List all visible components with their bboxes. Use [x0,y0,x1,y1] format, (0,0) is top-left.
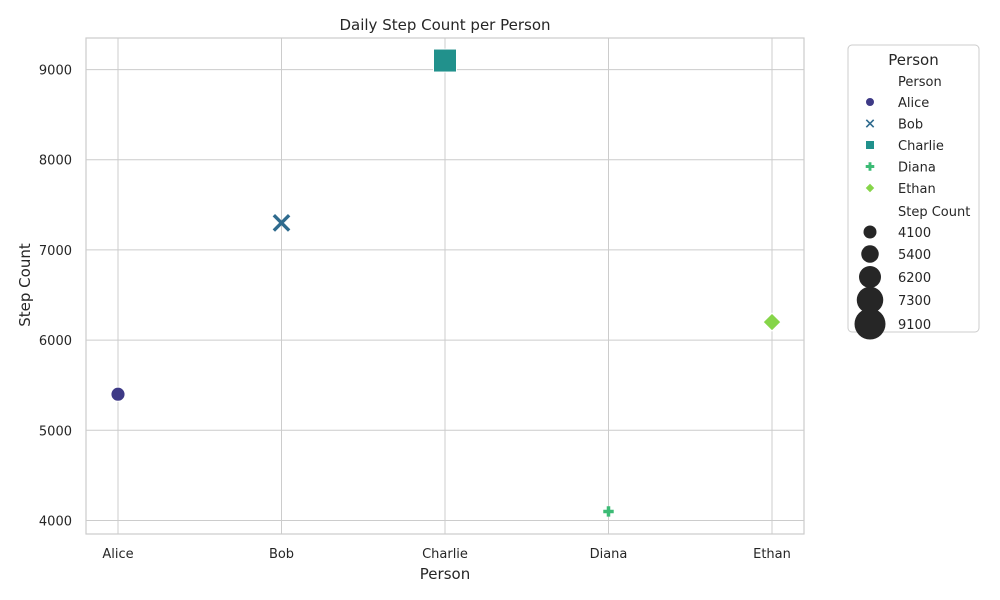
data-point-alice [110,386,126,402]
x-tick-label: Alice [102,547,133,562]
legend-size-label: 4100 [898,226,931,241]
x-tick-label: Bob [269,547,294,562]
y-tick-label: 4000 [39,514,72,529]
legend-size-label: 6200 [898,271,931,286]
legend-size-label: 9100 [898,318,931,333]
legend-label: Charlie [898,139,944,154]
legend-size-marker [854,308,886,340]
data-point-ethan [762,312,782,332]
y-axis-label: Step Count [16,243,34,327]
legend-size-marker [856,286,884,314]
x-tick-label: Diana [590,547,628,562]
data-point-diana [603,506,614,517]
legend-size-marker [859,266,881,288]
legend-box [847,44,980,333]
legend-title: Person [888,51,938,69]
legend-size-title: Step Count [898,205,970,220]
x-tick-label: Charlie [422,547,468,562]
plot-frame [85,37,805,535]
legend-marker-diana [865,162,875,171]
legend-label: Alice [898,96,929,111]
y-tick-label: 5000 [39,424,72,439]
y-tick-label: 6000 [39,334,72,349]
legend-marker-charlie [865,140,875,150]
legend-label: Diana [898,161,936,176]
legend-hue-title: Person [898,75,942,90]
y-tick-label: 8000 [39,154,72,169]
data-point-charlie [433,48,457,73]
legend-marker-alice [865,97,875,107]
legend-label: Ethan [898,182,936,197]
legend-marker-bob [865,119,875,128]
legend-size-label: 5400 [898,248,931,263]
chart-title: Daily Step Count per Person [339,16,550,34]
x-tick-label: Ethan [753,547,791,562]
data-point-bob [272,214,291,232]
legend-label: Bob [898,118,923,133]
plot-area: 4000 5000 6000 7000 8000 9000 Alice Bob Charlie D… [39,37,805,562]
legend: Person Person Alice Bob Charlie Diana Ethan Ste… [847,44,980,340]
legend-size-label: 7300 [898,294,931,309]
legend-size-marker [863,225,877,239]
y-tick-label: 7000 [39,244,72,259]
legend-size-marker [861,245,879,263]
x-axis-label: Person [420,565,470,583]
legend-marker-ethan [864,182,876,194]
y-tick-label: 9000 [39,64,72,79]
